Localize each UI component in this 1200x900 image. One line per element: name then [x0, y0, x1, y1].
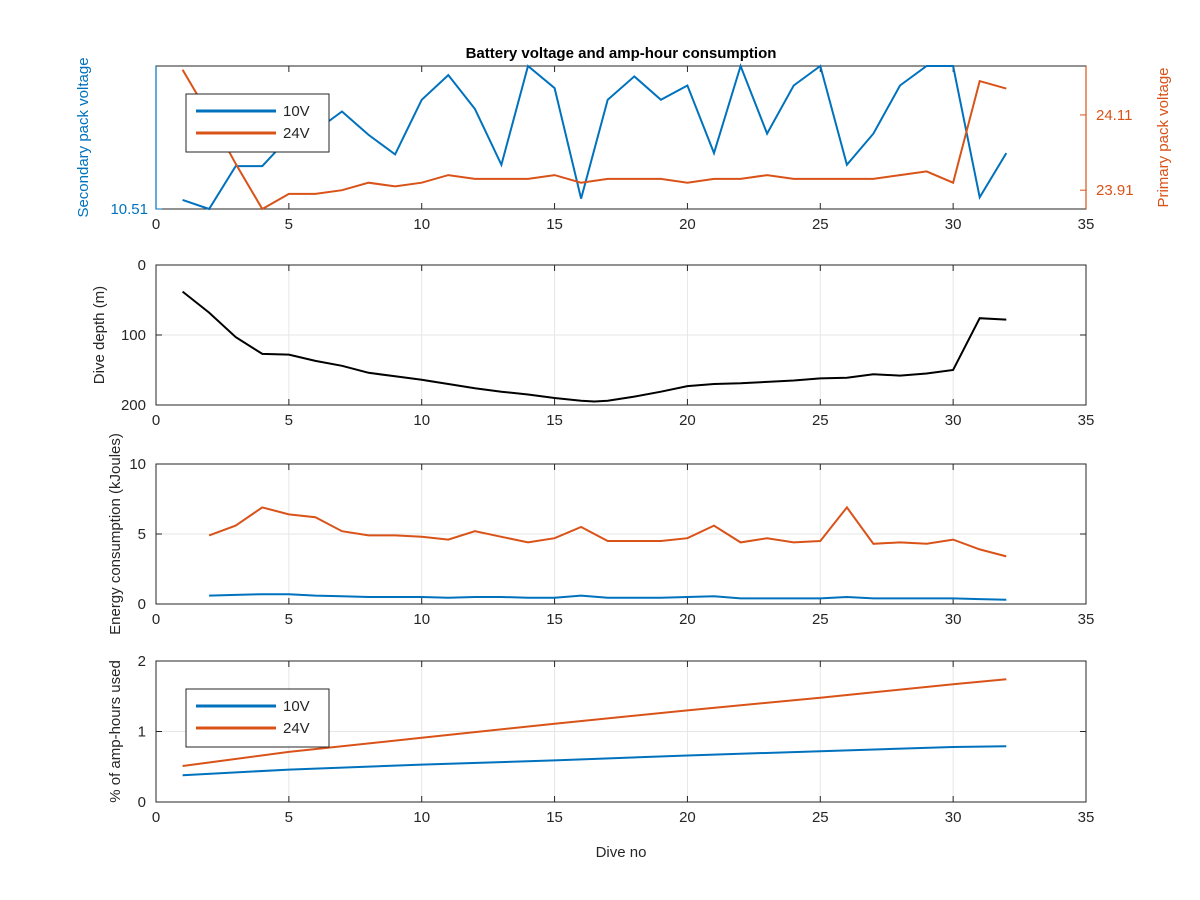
x-tick-label: 5 — [285, 611, 293, 628]
x-tick-label: 35 — [1078, 809, 1095, 826]
subplot-voltage: 0 5 10 15 20 25 30 35 10.51 23.91 24.11 Secondary p… — [75, 57, 1172, 233]
x-tick-label: 10 — [413, 216, 430, 233]
x-tick-label: 10 — [413, 611, 430, 628]
legend-label-24V: 24V — [283, 720, 310, 737]
y-axis-label: % of amp-hours used — [107, 660, 124, 803]
x-tick-label: 35 — [1078, 412, 1095, 429]
x-tick-label: 15 — [546, 611, 563, 628]
x-tick-label: 15 — [546, 809, 563, 826]
legend-label-10V: 10V — [283, 103, 310, 120]
x-tick-label: 20 — [679, 216, 696, 233]
series-line-10V — [209, 593, 1007, 601]
x-tick-label: 5 — [285, 809, 293, 826]
x-tick-label: 20 — [679, 809, 696, 826]
figure-title: Battery voltage and amp-hour consumption — [466, 45, 777, 62]
x-tick-label: 0 — [152, 611, 160, 628]
x-axis-label: Dive no — [596, 844, 647, 861]
x-tick-label: 25 — [812, 412, 829, 429]
x-tick-label: 20 — [679, 412, 696, 429]
left-y-tick-label: 10.51 — [110, 201, 148, 218]
x-tick-label: 5 — [285, 216, 293, 233]
y-tick-label: 0 — [138, 596, 146, 613]
x-tick-label: 30 — [945, 809, 962, 826]
y-tick-label: 5 — [138, 526, 146, 543]
y-tick-label: 200 — [121, 397, 146, 414]
y-axis-label: Energy consumption (kJoules) — [107, 433, 124, 635]
right-y-tick-label: 23.91 — [1096, 182, 1134, 199]
left-y-axis-label: Secondary pack voltage — [75, 57, 92, 217]
series-line — [181, 290, 1007, 403]
subplot-amphours: 0 5 10 15 20 25 30 35 0 1 2 % of amp-hours used Dive… — [107, 653, 1094, 861]
series-line-10V — [182, 745, 1007, 777]
subplot-depth: 0 5 10 15 20 25 30 35 0 100 200 Dive depth (m) — [91, 257, 1094, 429]
x-tick-label: 25 — [812, 216, 829, 233]
x-tick-label: 30 — [945, 216, 962, 233]
x-tick-label: 15 — [546, 216, 563, 233]
y-tick-label: 0 — [138, 794, 146, 811]
x-tick-label: 30 — [945, 412, 962, 429]
x-tick-label: 5 — [285, 412, 293, 429]
x-tick-label: 25 — [812, 809, 829, 826]
y-tick-label: 1 — [138, 724, 146, 741]
x-tick-label: 25 — [812, 611, 829, 628]
legend-box — [185, 688, 330, 748]
right-y-tick-label: 24.11 — [1096, 107, 1132, 124]
y-tick-label: 10 — [129, 456, 146, 473]
subplot-energy: 0 5 10 15 20 25 30 35 0 5 10 Energy consumption (kJ… — [107, 433, 1094, 635]
x-tick-label: 15 — [546, 412, 563, 429]
x-tick-label: 0 — [152, 216, 160, 233]
x-tick-label: 35 — [1078, 611, 1095, 628]
series-line-24V — [208, 505, 1007, 558]
right-y-axis-label: Primary pack voltage — [1155, 67, 1172, 207]
y-tick-label: 0 — [138, 257, 146, 274]
y-tick-label: 100 — [121, 327, 146, 344]
x-tick-label: 0 — [152, 809, 160, 826]
x-tick-label: 0 — [152, 412, 160, 429]
legend-box — [185, 93, 330, 153]
x-tick-label: 10 — [413, 412, 430, 429]
x-tick-label: 10 — [413, 809, 430, 826]
series-line-24V — [182, 678, 1007, 767]
series-line-24V — [181, 69, 1007, 211]
x-tick-label: 35 — [1078, 216, 1095, 233]
y-tick-label: 2 — [138, 653, 146, 670]
x-tick-label: 20 — [679, 611, 696, 628]
x-tick-label: 30 — [945, 611, 962, 628]
y-axis-label: Dive depth (m) — [91, 286, 108, 384]
legend-label-24V: 24V — [283, 125, 310, 142]
legend-label-10V: 10V — [283, 698, 310, 715]
